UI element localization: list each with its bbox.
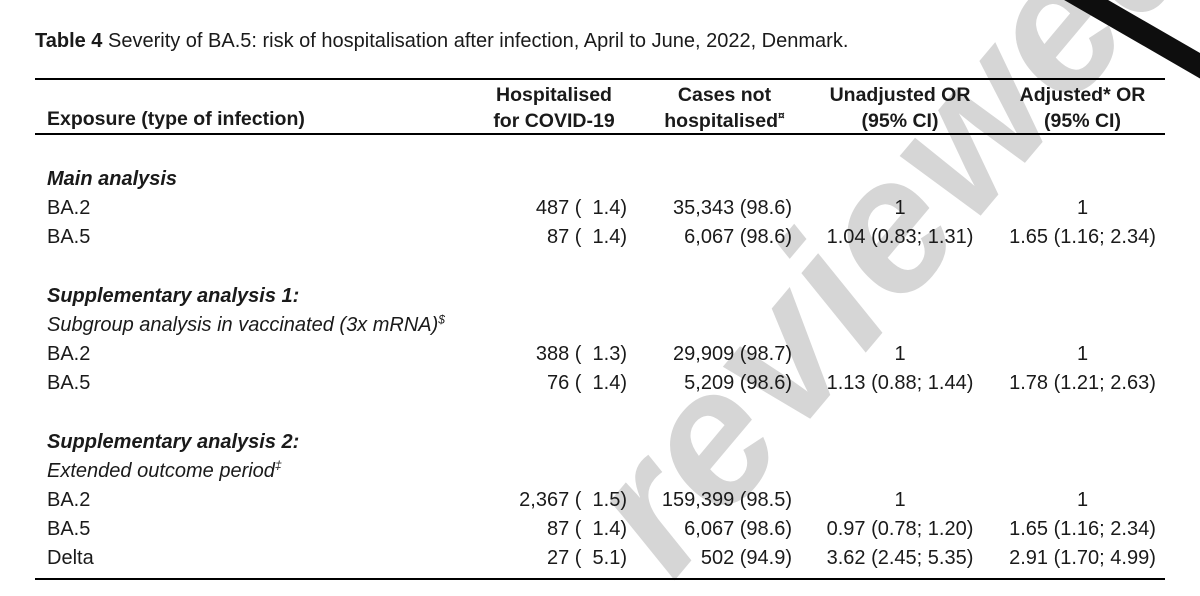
exposure-cell: BA.2	[47, 197, 91, 219]
table-row: Delta 27 ( 5.1) 502 (94.9) 3.62 (2.45; 5.35…	[35, 544, 1165, 573]
section-subtitle: Subgroup analysis in vaccinated (3x mRNA…	[35, 311, 455, 340]
cases-cell: 35,343 (98.6)	[673, 197, 792, 219]
unadjusted-or-cell: 1.04 (0.83; 1.31)	[826, 226, 974, 248]
adjusted-or-cell: 2.91 (1.70; 4.99)	[1009, 547, 1156, 569]
hospitalised-cell: 87 ( 1.4)	[546, 226, 627, 248]
exposure-cell: BA.5	[47, 372, 91, 394]
section-subtitle-row: Extended outcome period‡	[35, 457, 1165, 486]
header-unadjusted-line1: Unadjusted OR	[829, 84, 971, 106]
section-heading: Supplementary analysis 1:	[47, 285, 300, 307]
table-row: BA.5 87 ( 1.4) 6,067 (98.6) 0.97 (0.78; 1.2…	[35, 515, 1165, 544]
table-row: BA.5 76 ( 1.4) 5,209 (98.6) 1.13 (0.88; 1.4…	[35, 369, 1165, 398]
adjusted-or-cell: 1.65 (1.16; 2.34)	[1009, 226, 1156, 248]
hospitalised-cell: 87 ( 1.4)	[546, 518, 627, 540]
cases-cell: 5,209 (98.6)	[684, 372, 792, 394]
unadjusted-or-cell: 1	[894, 343, 906, 365]
section-subtitle-text: Subgroup analysis in vaccinated (3x mRNA…	[47, 314, 439, 336]
section-subtitle: Extended outcome period‡	[35, 457, 455, 486]
adjusted-or-cell: 1.65 (1.16; 2.34)	[1009, 518, 1156, 540]
table-row: BA.2 2,367 ( 1.5) 159,399 (98.5) 1 1	[35, 486, 1165, 515]
unadjusted-or-cell: 1	[894, 197, 906, 219]
cases-cell: 29,909 (98.7)	[673, 343, 792, 365]
section-spacer	[35, 252, 1165, 282]
table-header-row: Exposure (type of infection) Hospitalise…	[35, 78, 1165, 135]
table-row: BA.2 487 ( 1.4) 35,343 (98.6) 1 1	[35, 194, 1165, 223]
header-adjusted-line2: (95% CI)	[1044, 110, 1121, 132]
header-exposure-label: Exposure (type of infection)	[47, 108, 305, 130]
adjusted-or-cell: 1	[1076, 197, 1089, 219]
section-heading: Supplementary analysis 2:	[47, 431, 300, 453]
hospitalised-cell: 487 ( 1.4)	[535, 197, 627, 219]
exposure-cell: BA.5	[47, 518, 91, 540]
header-cases-line2-text: hospitalised	[664, 110, 779, 132]
header-exposure: Exposure (type of infection)	[35, 80, 455, 133]
table-row: BA.5 87 ( 1.4) 6,067 (98.6) 1.04 (0.83; 1.3…	[35, 223, 1165, 252]
table-caption: Table 4 Severity of BA.5: risk of hospit…	[35, 30, 848, 53]
table-caption-number: Table 4	[35, 30, 103, 52]
header-cases-footnote-mark: ¤	[778, 108, 785, 123]
table-row: BA.2 388 ( 1.3) 29,909 (98.7) 1 1	[35, 340, 1165, 369]
header-hospitalised-line1: Hospitalised	[496, 84, 612, 106]
exposure-cell: BA.2	[47, 343, 91, 365]
cases-cell: 6,067 (98.6)	[684, 226, 792, 248]
section-heading-row: Supplementary analysis 2:	[35, 428, 1165, 457]
adjusted-or-cell: 1	[1076, 343, 1089, 365]
section-subtitle-text: Extended outcome period	[47, 460, 275, 482]
table-caption-text: Severity of BA.5: risk of hospitalisatio…	[108, 30, 849, 52]
unadjusted-or-cell: 1	[894, 489, 906, 511]
unadjusted-or-cell: 0.97 (0.78; 1.20)	[826, 518, 974, 540]
section-subtitle-row: Subgroup analysis in vaccinated (3x mRNA…	[35, 311, 1165, 340]
unadjusted-or-cell: 1.13 (0.88; 1.44)	[826, 372, 974, 394]
header-cases-not-hospitalised: Cases not hospitalised¤	[635, 80, 800, 133]
exposure-cell: BA.5	[47, 226, 91, 248]
header-hospitalised-line2: for COVID-19	[493, 110, 615, 132]
hospitalised-cell: 76 ( 1.4)	[546, 372, 627, 394]
cases-cell: 502 (94.9)	[700, 547, 792, 569]
hospitalised-cell: 27 ( 5.1)	[546, 547, 627, 569]
header-hospitalised: Hospitalised for COVID-19	[455, 80, 635, 133]
cases-cell: 6,067 (98.6)	[684, 518, 792, 540]
exposure-cell: Delta	[47, 547, 94, 569]
cases-cell: 159,399 (98.5)	[661, 489, 792, 511]
section-heading-row: Supplementary analysis 1:	[35, 282, 1165, 311]
header-cases-line2: hospitalised¤	[649, 108, 800, 134]
header-adjusted-line1: Adjusted* OR	[1019, 84, 1146, 106]
header-cases-line1: Cases not	[677, 84, 772, 106]
section-heading: Main analysis	[47, 168, 178, 190]
section-subtitle-footnote-mark: ‡	[274, 458, 282, 473]
section-heading-row: Main analysis	[35, 165, 1165, 194]
unadjusted-or-cell: 3.62 (2.45; 5.35)	[826, 547, 974, 569]
exposure-cell: BA.2	[47, 489, 91, 511]
severity-table: Exposure (type of infection) Hospitalise…	[35, 78, 1165, 580]
table-body: Main analysis BA.2 487 ( 1.4) 35,343 (98.6)…	[35, 135, 1165, 580]
header-unadjusted-line2: (95% CI)	[861, 110, 939, 132]
adjusted-or-cell: 1.78 (1.21; 2.63)	[1009, 372, 1156, 394]
hospitalised-cell: 388 ( 1.3)	[535, 343, 627, 365]
header-adjusted-or: Adjusted* OR (95% CI)	[1000, 80, 1165, 133]
adjusted-or-cell: 1	[1076, 489, 1089, 511]
section-spacer	[35, 398, 1165, 428]
section-spacer	[35, 135, 1165, 165]
hospitalised-cell: 2,367 ( 1.5)	[519, 489, 627, 511]
header-unadjusted-or: Unadjusted OR (95% CI)	[800, 80, 1000, 133]
section-subtitle-footnote-mark: $	[438, 312, 445, 327]
